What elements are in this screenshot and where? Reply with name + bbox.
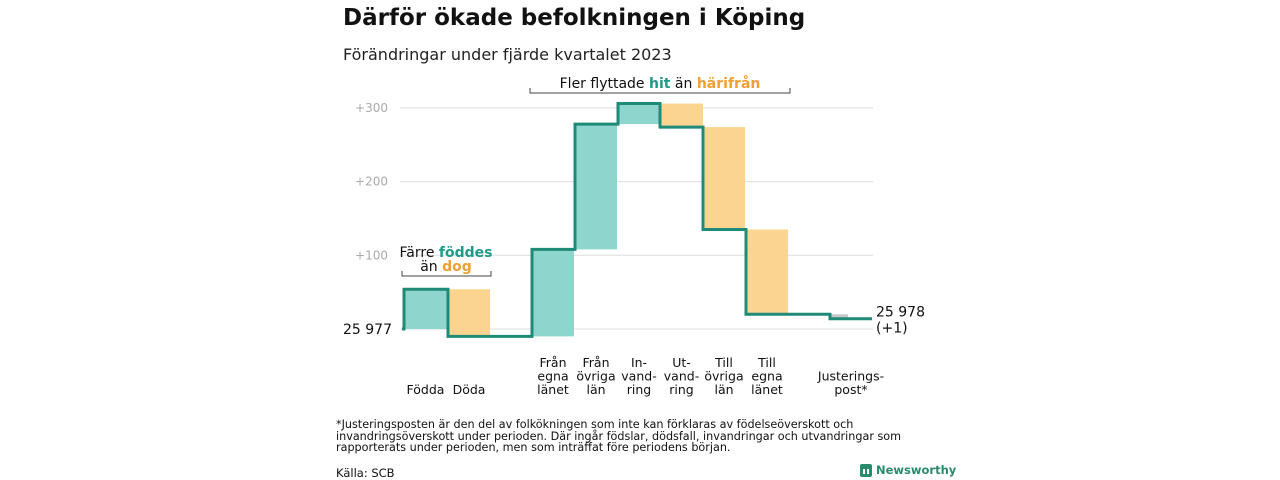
category-label: övriga xyxy=(576,369,615,384)
category-label: länet xyxy=(537,382,569,397)
chart-title: Därför ökade befolkningen i Köping xyxy=(343,5,806,31)
footnote: *Justeringsposten är den del av folkökni… xyxy=(336,418,902,454)
category-label: övriga xyxy=(704,369,743,384)
category-label: Födda xyxy=(407,382,445,397)
newsworthy-logo[interactable]: Newsworthy xyxy=(860,463,956,477)
category-label: Till xyxy=(757,355,776,370)
start-value-label: 25 977 xyxy=(343,322,392,338)
category-label: län xyxy=(714,382,733,397)
bar-9 xyxy=(830,314,848,319)
bar-3 xyxy=(532,249,574,337)
category-label: Från xyxy=(582,355,609,370)
category-label: län xyxy=(586,382,605,397)
bar-8 xyxy=(746,229,788,315)
bar-0 xyxy=(404,289,447,329)
y-tick-label: +200 xyxy=(355,175,388,189)
category-label: Ut- xyxy=(672,355,691,370)
births-annotation-line1: Färre föddes xyxy=(400,245,493,261)
category-label: egna xyxy=(537,369,568,384)
migration-bracket xyxy=(529,88,791,94)
category-label: ring xyxy=(669,382,693,397)
births-bracket xyxy=(401,271,492,277)
newsworthy-icon xyxy=(860,463,872,477)
source-label: Källa: SCB xyxy=(336,466,395,480)
category-label: egna xyxy=(751,369,782,384)
category-label: vand- xyxy=(621,369,656,384)
y-tick-label: +100 xyxy=(355,248,388,262)
category-label: post* xyxy=(834,382,867,397)
bar-5 xyxy=(618,103,660,125)
cumulative-step-line xyxy=(402,102,872,338)
category-label: länet xyxy=(751,382,783,397)
category-label: In- xyxy=(631,355,647,370)
end-change-label: (+1) xyxy=(876,321,908,337)
bar-4 xyxy=(575,124,617,250)
end-value-label: 25 978 xyxy=(876,305,925,321)
waterfall-chart: +100 +200 +300 25 977 25 978(+1) Födda Döda Frå… xyxy=(343,75,925,397)
category-label: Till xyxy=(714,355,733,370)
category-label: vand- xyxy=(664,369,699,384)
category-label: Från xyxy=(539,355,566,370)
births-annotation-line2: än dog xyxy=(420,259,472,275)
category-label: Döda xyxy=(453,382,486,397)
brand-name: Newsworthy xyxy=(876,463,957,477)
migration-annotation: Fler flyttade hit än härifrån xyxy=(560,75,761,92)
bar-6 xyxy=(660,103,703,128)
bar-7 xyxy=(703,127,745,230)
y-tick-label: +300 xyxy=(355,101,388,115)
chart-subtitle: Förändringar under fjärde kvartalet 2023 xyxy=(343,45,672,64)
category-label: Justerings- xyxy=(817,369,884,384)
bar-1 xyxy=(448,289,490,337)
category-label: ring xyxy=(627,382,651,397)
